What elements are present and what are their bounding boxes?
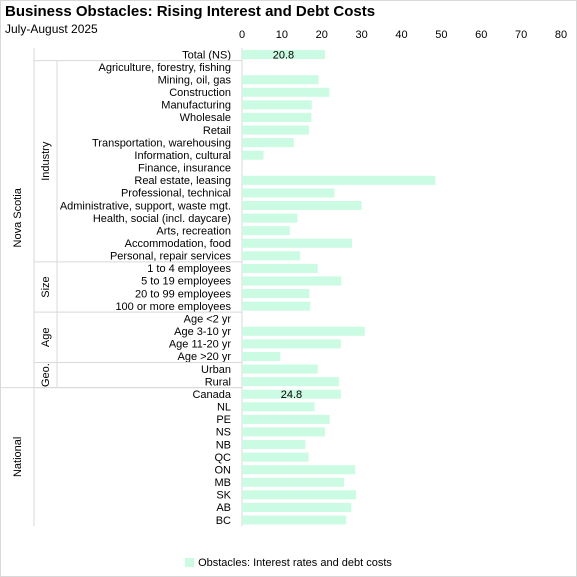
category-label: Professional, technical bbox=[121, 188, 231, 200]
category-label: NL bbox=[217, 402, 231, 414]
bar bbox=[242, 112, 312, 122]
bar bbox=[242, 490, 357, 500]
bar bbox=[242, 276, 342, 286]
category-label: NS bbox=[216, 427, 231, 439]
bar bbox=[242, 515, 347, 525]
category-label: Retail bbox=[203, 125, 231, 137]
category-label: PE bbox=[216, 414, 231, 426]
legend-swatch bbox=[185, 558, 195, 567]
category-label: Mining, oil, gas bbox=[158, 74, 232, 86]
category-label: Finance, insurance bbox=[138, 163, 231, 175]
category-label: Wholesale bbox=[180, 112, 231, 124]
inner-group-label: Geo. bbox=[40, 363, 52, 387]
legend-label: Obstacles: Interest rates and debt costs bbox=[198, 557, 392, 569]
category-label: AB bbox=[216, 502, 231, 514]
bar bbox=[242, 414, 330, 424]
category-label: NB bbox=[216, 439, 231, 451]
bar bbox=[242, 188, 335, 198]
category-label: 20 to 99 employees bbox=[135, 288, 232, 300]
x-tick-label: 30 bbox=[356, 29, 368, 41]
outer-group-label: National bbox=[12, 437, 24, 477]
bar bbox=[242, 389, 341, 399]
bar bbox=[242, 150, 264, 160]
x-tick-label: 50 bbox=[435, 29, 447, 41]
category-label: Manufacturing bbox=[161, 100, 231, 112]
bar bbox=[242, 175, 436, 185]
x-tick-label: 70 bbox=[515, 29, 527, 41]
category-label: QC bbox=[215, 452, 232, 464]
category-label: Arts, recreation bbox=[156, 225, 231, 237]
chart-title: Business Obstacles: Rising Interest and … bbox=[5, 3, 376, 20]
category-label: Urban bbox=[201, 364, 231, 376]
category-label: ON bbox=[215, 464, 232, 476]
bar bbox=[242, 402, 315, 412]
x-tick-label: 10 bbox=[276, 29, 288, 41]
category-label: Accommodation, food bbox=[125, 238, 231, 250]
category-label: 100 or more employees bbox=[115, 301, 231, 313]
bar bbox=[242, 125, 309, 135]
category-label: 5 to 19 employees bbox=[141, 276, 231, 288]
inner-group-label: Size bbox=[40, 276, 52, 297]
category-label: Age 3-10 yr bbox=[174, 326, 231, 338]
category-label: Agriculture, forestry, fishing bbox=[99, 62, 231, 74]
bar bbox=[242, 263, 318, 273]
category-label: Real estate, leasing bbox=[134, 175, 231, 187]
bar bbox=[242, 301, 311, 311]
category-label: Personal, repair services bbox=[110, 251, 232, 263]
category-label: Transportation, warehousing bbox=[92, 137, 231, 149]
bar bbox=[242, 439, 306, 450]
category-label: SK bbox=[216, 490, 231, 502]
inner-group-label: Industry bbox=[40, 141, 52, 181]
bar bbox=[242, 87, 330, 97]
category-label: MB bbox=[215, 477, 232, 489]
category-label: Canada bbox=[192, 389, 231, 401]
category-label: Age 11-20 yr bbox=[169, 339, 232, 351]
bar bbox=[242, 377, 339, 387]
bar bbox=[242, 50, 325, 60]
bar bbox=[242, 351, 281, 361]
data-label: 20.8 bbox=[273, 49, 294, 61]
bar bbox=[242, 75, 319, 85]
data-label: 24.8 bbox=[281, 389, 302, 401]
x-tick-label: 20 bbox=[316, 29, 328, 41]
x-tick-label: 80 bbox=[555, 29, 567, 41]
x-tick-label: 40 bbox=[395, 29, 407, 41]
chart-legend: Obstacles: Interest rates and debt costs bbox=[0, 557, 577, 569]
bar bbox=[242, 251, 301, 261]
bar bbox=[242, 100, 312, 110]
bar bbox=[242, 138, 294, 148]
bar bbox=[242, 465, 356, 475]
bar bbox=[242, 502, 352, 512]
bar bbox=[242, 326, 365, 336]
category-label: BC bbox=[216, 515, 231, 527]
bar bbox=[242, 226, 290, 236]
x-tick-label: 0 bbox=[239, 29, 245, 41]
bar bbox=[242, 289, 310, 299]
outer-group-label: Nova Scotia bbox=[12, 187, 24, 247]
bar bbox=[242, 339, 341, 349]
bar bbox=[242, 427, 325, 437]
x-tick-label: 60 bbox=[475, 29, 487, 41]
bar bbox=[242, 452, 309, 462]
bar bbox=[242, 213, 298, 223]
category-label: Information, cultural bbox=[134, 150, 231, 162]
category-label: Construction bbox=[169, 87, 231, 99]
bar bbox=[242, 477, 345, 487]
category-label: 1 to 4 employees bbox=[147, 263, 231, 275]
category-label: Rural bbox=[205, 376, 231, 388]
bar bbox=[242, 238, 353, 248]
inner-group-label: Age bbox=[40, 328, 52, 348]
bar bbox=[242, 200, 362, 211]
category-label: Total (NS) bbox=[182, 49, 231, 61]
category-label: Age >20 yr bbox=[177, 351, 231, 363]
category-label: Age <2 yr bbox=[184, 313, 232, 325]
category-label: Health, social (incl. daycare) bbox=[93, 213, 231, 225]
chart-subtitle: July-August 2025 bbox=[5, 22, 98, 36]
category-label: Administrative, support, waste mgt. bbox=[60, 200, 231, 212]
bar bbox=[242, 364, 318, 374]
